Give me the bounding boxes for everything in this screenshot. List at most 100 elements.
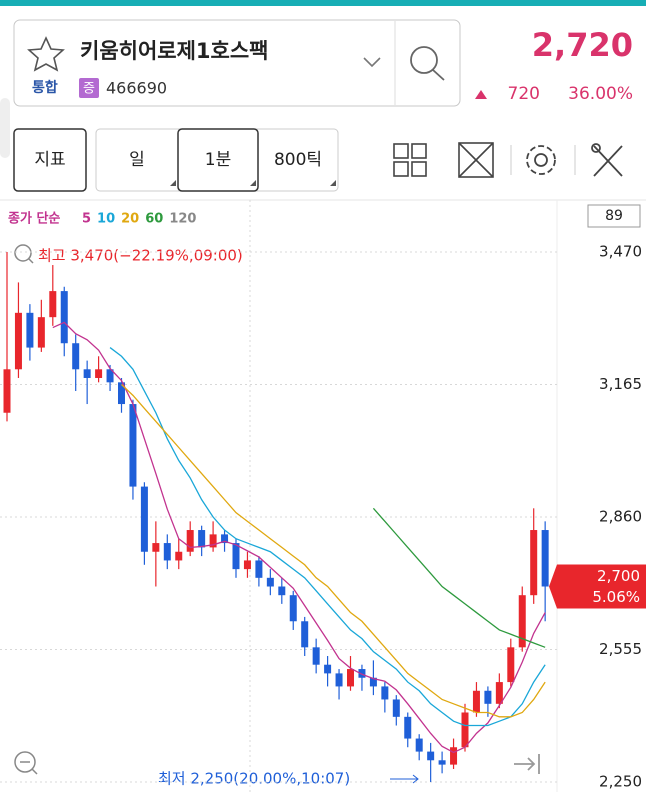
candle-body	[140, 486, 148, 552]
candle-body	[289, 595, 297, 622]
candle-body	[163, 543, 171, 561]
market: 통합	[32, 79, 58, 96]
candle-body	[106, 369, 114, 383]
candle-body	[198, 530, 206, 548]
low-annotation: 최저 2,250(20.00%,10:07)	[158, 770, 350, 788]
candle-body	[495, 682, 503, 704]
candle-body	[301, 621, 309, 648]
badge-bg	[79, 78, 99, 98]
dropdown[interactable]	[363, 57, 381, 68]
candle-body	[335, 673, 343, 687]
candle-body	[358, 669, 366, 678]
favorite-star[interactable]	[27, 36, 65, 72]
high-zoom-icon[interactable]	[14, 244, 34, 264]
candle-body	[404, 716, 412, 739]
zoom-out[interactable]	[14, 751, 38, 775]
badge: 증	[83, 82, 95, 97]
candle-body	[209, 534, 217, 548]
candle-body	[49, 291, 57, 318]
indicator-label: 지표	[34, 150, 65, 170]
candle-body	[152, 543, 160, 552]
candle-body	[232, 543, 240, 570]
ma-line	[109, 347, 546, 727]
candle-body	[312, 647, 320, 665]
ma-line	[121, 384, 546, 718]
candle-body	[3, 369, 11, 413]
y-tick-label: 2,860	[599, 508, 642, 526]
layout-icon[interactable]	[393, 143, 427, 177]
candle-body	[438, 760, 446, 765]
corner-marks	[170, 180, 336, 186]
candle-body	[415, 738, 423, 752]
candle-body	[118, 382, 125, 405]
candle-body	[60, 291, 68, 344]
up-arrow	[475, 90, 487, 99]
high-annotation: 최고 3,470(−22.19%,09:00)	[38, 247, 243, 265]
ma-line	[52, 321, 546, 754]
period-day[interactable]: 일	[129, 150, 145, 170]
legend-period: 20	[121, 212, 139, 227]
ma-line	[372, 507, 546, 648]
candle-body	[518, 595, 526, 648]
period-min-btn[interactable]	[177, 128, 259, 192]
to-latest[interactable]	[514, 754, 540, 774]
change-rate: 36.00%	[568, 84, 633, 104]
period-tick[interactable]: 800틱	[274, 150, 322, 170]
top-bar	[0, 0, 646, 6]
tools-icon[interactable]	[591, 143, 623, 177]
legend-label: 종가 단순	[8, 211, 60, 227]
candle-body	[427, 751, 435, 761]
search-box[interactable]	[13, 19, 461, 107]
legend-period: 120	[169, 212, 196, 227]
candle-body	[484, 690, 492, 704]
low-arrow	[390, 774, 419, 784]
candle-body	[541, 530, 549, 587]
candle-body	[472, 690, 480, 713]
candle-body	[255, 560, 263, 578]
legend-period: 10	[97, 212, 115, 227]
expand-icon[interactable]	[458, 142, 494, 178]
candle-body	[175, 551, 183, 561]
legend-period: 60	[145, 212, 163, 227]
current-tag	[549, 564, 646, 609]
candle-body	[243, 560, 251, 570]
candle-body	[37, 317, 45, 348]
candle-body	[72, 343, 80, 370]
period-min: 1분	[205, 150, 231, 170]
candle-body	[14, 312, 22, 370]
change: 720	[508, 84, 540, 104]
candle-body	[95, 369, 103, 378]
candle-body	[381, 686, 389, 700]
candle-body	[221, 534, 229, 544]
y-tick-label: 2,555	[599, 640, 642, 658]
candle-body	[347, 669, 354, 687]
candle-body	[324, 664, 332, 674]
y-tick-label: 3,165	[599, 375, 642, 393]
candle-body	[186, 530, 194, 552]
candle-body	[278, 586, 286, 596]
indicator-btn[interactable]	[13, 128, 87, 192]
y-tick-label: 2,250	[599, 773, 642, 791]
candle-body	[129, 404, 137, 487]
candle-body	[369, 677, 377, 687]
search-icon[interactable]	[410, 46, 445, 81]
candle-body	[530, 530, 538, 596]
candle-body	[450, 747, 458, 765]
current-change: 5.06%	[592, 588, 640, 606]
candle-body	[26, 312, 34, 348]
stock-name: 키움히어로제1호스팩	[80, 39, 269, 63]
current-price: 2,700	[597, 567, 640, 585]
candle-body	[392, 699, 400, 717]
candle-body	[83, 369, 91, 378]
stock-code: 466690	[106, 79, 167, 98]
side-handle	[0, 98, 10, 158]
candle-body	[507, 647, 515, 683]
y-tick-label: 3,470	[599, 243, 642, 261]
count-box	[587, 204, 641, 228]
candle-body	[266, 577, 274, 587]
candle-body	[461, 712, 469, 748]
settings-icon[interactable]	[526, 145, 556, 175]
legend-period: 5	[82, 212, 91, 227]
